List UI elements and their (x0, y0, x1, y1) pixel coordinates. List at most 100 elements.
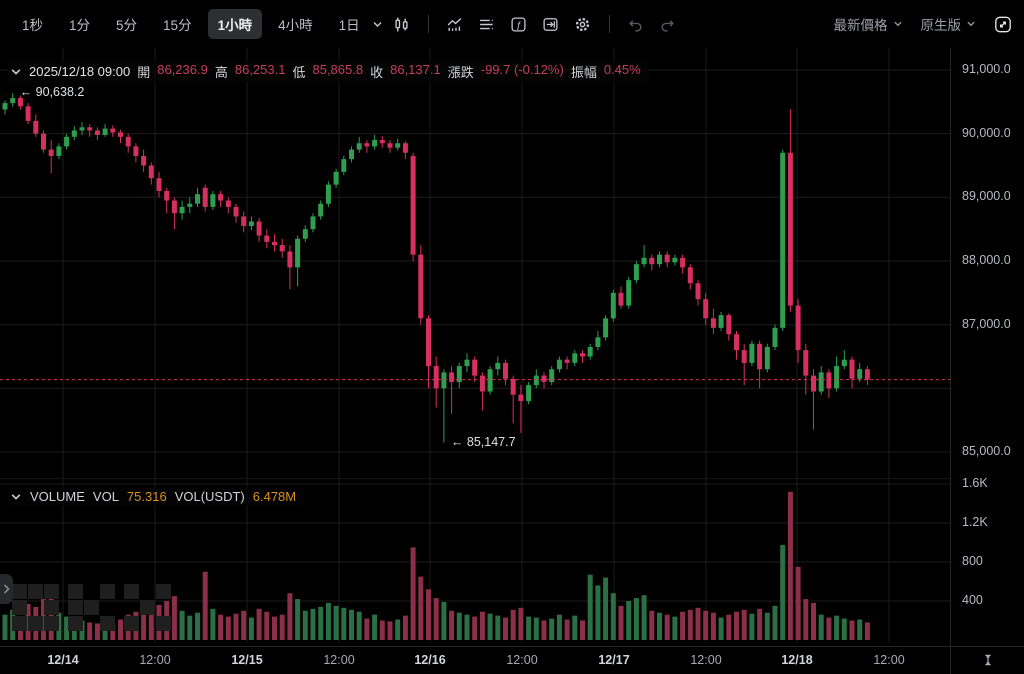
volume-header: VOLUME VOL 75.316 VOL(USDT) 6.478M (8, 487, 305, 506)
ohlc-field-value: 86,236.9 (157, 62, 208, 77)
chart-canvas[interactable] (0, 0, 950, 646)
watermark-cell (100, 584, 115, 599)
chevron-right-icon (3, 584, 10, 594)
price-annotation: ← 85,147.7 (450, 434, 516, 449)
time-tick-label: 12:00 (139, 653, 171, 667)
timeframe-button[interactable]: 1日 (338, 18, 360, 33)
collapse-chevron-icon[interactable] (10, 66, 22, 78)
watermark-cell (44, 584, 59, 599)
time-tick-label: 12/16 (414, 653, 446, 667)
ohlc-field-value: 86,137.1 (390, 62, 441, 77)
chart-type-candles-icon[interactable] (393, 15, 411, 33)
price-mode-label: 最新價格 (833, 18, 888, 33)
watermark-cell (84, 600, 99, 615)
watermark-cell (44, 616, 59, 631)
watermark-cell (12, 584, 27, 599)
timeframe-group: 1秒 1分 5分 15分 1小時 4小時 1日 (12, 9, 370, 39)
timeframe-button[interactable]: 4小時 (278, 18, 313, 33)
watermark-cell (68, 616, 83, 631)
watermark-cell (44, 600, 59, 615)
ohlc-field-value: 85,865.8 (312, 62, 364, 77)
time-tick-label: 12/15 (231, 653, 263, 667)
time-tick-label: 12:00 (873, 653, 905, 667)
volume-tick-label: 800 (962, 554, 983, 568)
price-annotation: ← 90,638.2 (19, 85, 85, 100)
ohlc-field-label: 開 (137, 65, 151, 80)
ohlc-field-value: 0.45% (603, 62, 641, 77)
time-tick-label: 12:00 (690, 653, 722, 667)
watermark-cell (100, 600, 115, 615)
ohlc-field-label: 振幅 (570, 65, 597, 80)
watermark-cell (84, 584, 99, 599)
timeframe-button[interactable]: 5分 (116, 18, 138, 33)
vol-usdt-label: VOL(USDT) (174, 489, 245, 504)
version-dropdown[interactable]: 原生版 (921, 14, 977, 34)
fullscreen-icon[interactable] (994, 15, 1012, 33)
time-axis[interactable]: 12/14 12:00 12/15 12:00 12/16 12:00 12/17 12:00… (0, 646, 1024, 674)
time-tick-label: 12/17 (598, 653, 630, 667)
watermark-cell (28, 584, 43, 599)
watermark-cell (12, 616, 27, 631)
price-tick-label: 90,000.0 (962, 125, 1011, 140)
redo-icon[interactable] (659, 15, 677, 33)
ohlc-field-value: 86,253.1 (234, 62, 286, 77)
price-tick-label: 89,000.0 (962, 189, 1011, 204)
watermark-glyph (12, 584, 59, 631)
price-axis[interactable]: 86,137.1 14:32 91,000.090,000.089,000.08… (950, 48, 1024, 646)
watermark-glyph (124, 584, 171, 631)
timeframe-button[interactable]: 1小時 (207, 9, 263, 39)
price-tick-label: 87,000.0 (962, 316, 1011, 331)
watermark-cell (140, 584, 155, 599)
toolbar-divider (427, 15, 429, 33)
okx-watermark (12, 584, 171, 631)
watermark-cell (124, 584, 139, 599)
volume-title: VOLUME (30, 489, 85, 504)
axis-scale-icon[interactable] (980, 652, 996, 668)
svg-text:ƒ: ƒ (516, 20, 521, 31)
vol-label: VOL (92, 489, 119, 504)
watermark-cell (68, 584, 83, 599)
settings-gear-icon[interactable] (574, 15, 592, 33)
undo-icon[interactable] (627, 15, 645, 33)
watermark-cell (12, 600, 27, 615)
time-tick-label: 12:00 (506, 653, 538, 667)
timeframe-button[interactable]: 15分 (163, 18, 192, 33)
price-mode-dropdown[interactable]: 最新價格 (834, 14, 903, 34)
toolbar-divider (608, 15, 610, 33)
watermark-cell (156, 616, 171, 631)
formula-icon[interactable]: ƒ (510, 15, 528, 33)
volume-tick-label: 1.2K (962, 515, 988, 529)
volume-tick-label: 1.6K (962, 476, 988, 490)
vol-value: 75.316 (126, 489, 167, 504)
ohlc-field-label: 低 (292, 65, 306, 80)
chevron-down-icon (893, 21, 902, 27)
ohlc-field-label: 收 (370, 65, 384, 80)
version-label: 原生版 (920, 18, 962, 33)
ohlc-fields: 開 86,236.9 高 86,253.1 低 85,865.8 收 86,137.1 漲跌 -9… (137, 62, 641, 81)
watermark-cell (100, 616, 115, 631)
collapse-chevron-icon[interactable] (10, 491, 22, 503)
price-tick-label: 91,000.0 (962, 62, 1011, 76)
toolbar-right: 最新價格 原生版 (834, 14, 1013, 34)
watermark-cell (28, 616, 43, 631)
pane-separator (0, 478, 950, 479)
toolbar: 1秒 1分 5分 15分 1小時 4小時 1日 ƒ (0, 0, 1024, 48)
ohlc-field-label: 高 (214, 65, 228, 80)
indicators-icon[interactable] (446, 15, 464, 33)
volume-tick-label: 400 (962, 593, 983, 607)
panel-expand-handle[interactable] (0, 574, 13, 604)
time-tick-label: 12/18 (781, 653, 813, 667)
vol-usdt-value: 6.478M (252, 489, 297, 504)
ohlc-readout-bar: 2025/12/18 09:00 開 86,236.9 高 86,253.1 低 85,8… (8, 60, 649, 83)
time-tick-label: 12/14 (47, 653, 79, 667)
timeframe-button[interactable]: 1秒 (22, 18, 44, 33)
indicator-list-icon[interactable] (478, 15, 496, 33)
timeframe-button[interactable]: 1分 (69, 18, 91, 33)
template-icon[interactable] (542, 15, 560, 33)
axis-corner (950, 646, 1024, 674)
interval-dropdown-chevron-icon[interactable] (372, 15, 384, 33)
price-tick-label: 88,000.0 (962, 253, 1011, 267)
watermark-cell (140, 616, 155, 631)
watermark-cell (28, 600, 43, 615)
